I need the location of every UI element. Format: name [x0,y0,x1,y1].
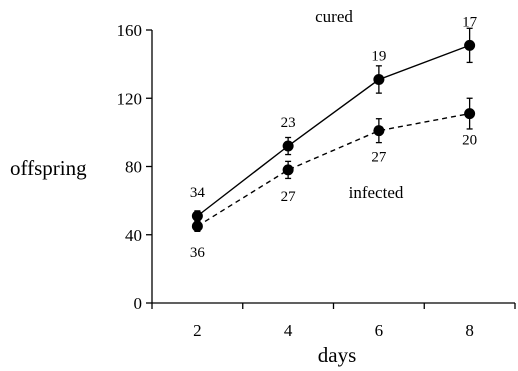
n-label: 34 [190,185,206,201]
series-line [197,112,470,227]
y-tick-label: 40 [125,226,142,245]
x-tick-label: 8 [465,321,474,340]
data-point [373,125,385,137]
n-label: 27 [281,189,297,205]
data-point [464,108,476,120]
data-point [282,140,294,152]
series-infected: 36 27 27 20 [190,97,477,261]
x-tick-label: 2 [193,321,202,340]
series-label-cured: cured [315,7,353,26]
n-label: 20 [462,133,477,149]
y-tick-label: 80 [125,158,142,177]
x-tick-label: 4 [284,321,293,340]
n-label: 27 [371,150,387,166]
y-tick-label: 0 [134,294,143,313]
series-cured: 34 23 19 17 [190,14,478,222]
n-label: 23 [281,115,296,131]
series-line [196,44,470,217]
n-label: 17 [462,14,478,30]
series-layer: 34 23 19 17 36 27 27 20 cured infected [190,7,478,261]
n-label: 19 [371,48,386,64]
data-point [373,73,385,85]
x-axis-label: days [318,343,357,367]
x-tick-label: 6 [375,321,384,340]
y-tick-label: 160 [117,21,143,40]
data-point [191,220,203,232]
y-axis-label: offspring [10,156,87,180]
data-point [464,39,476,51]
series-label-infected: infected [349,183,404,202]
n-label: 36 [190,245,206,261]
y-tick-label: 120 [117,89,143,108]
data-point [282,164,294,176]
axes: 0 40 80 120 160 2 4 6 8 [117,21,516,340]
data-point [191,210,203,222]
